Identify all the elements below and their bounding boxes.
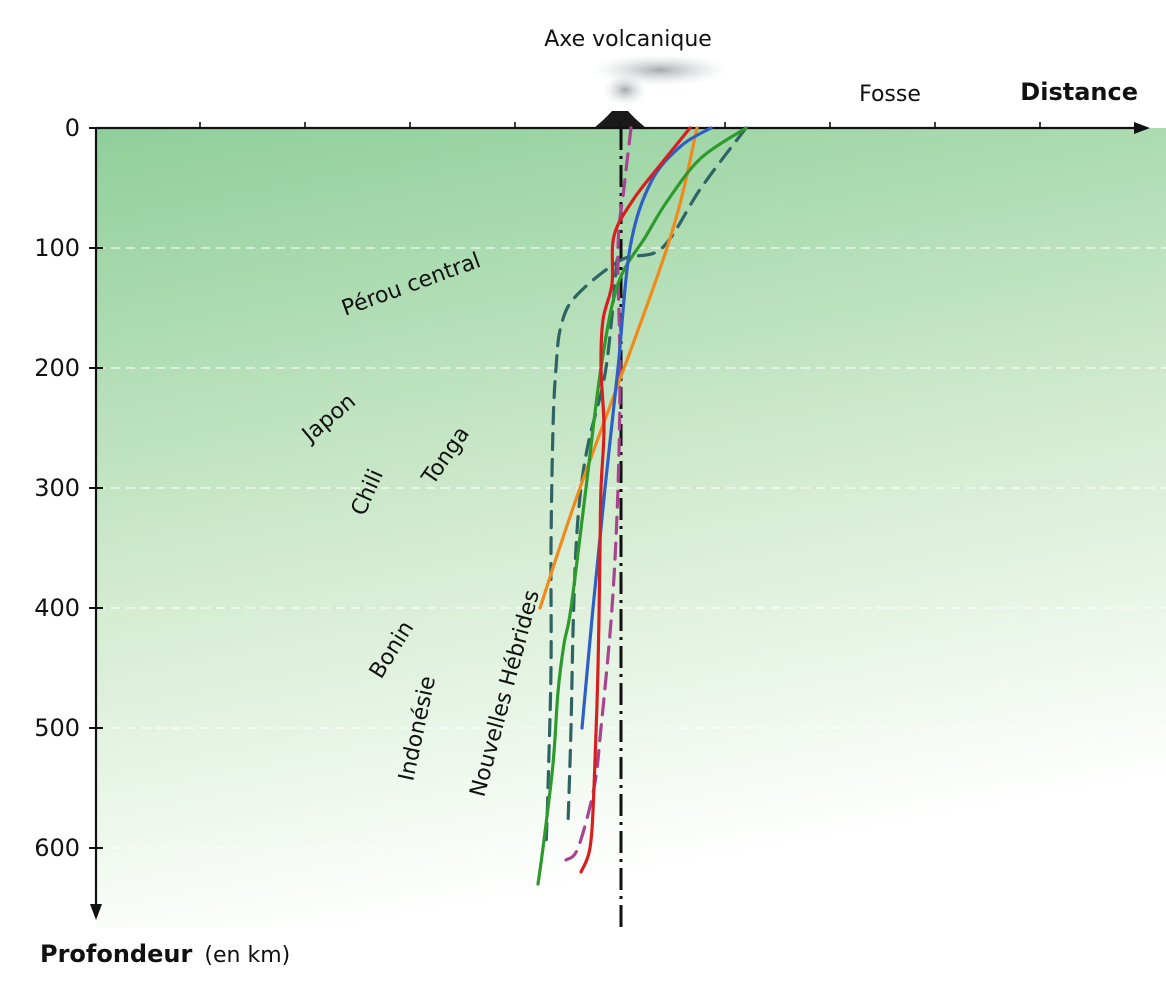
y-axis-ticks: 0 100 200 300 400 500 600 bbox=[34, 114, 103, 862]
x-axis-arrow bbox=[1134, 122, 1150, 134]
y-tick-label: 0 bbox=[65, 114, 80, 142]
y-tick-label: 300 bbox=[34, 474, 80, 502]
series-line-tonga bbox=[536, 126, 748, 886]
y-tick-label: 500 bbox=[34, 714, 80, 742]
y-axis-unit: (en km) bbox=[204, 943, 290, 968]
y-tick-label: 400 bbox=[34, 594, 80, 622]
series-line-nouvelles-hebrides bbox=[564, 126, 633, 862]
trench-annotation: Fosse bbox=[859, 82, 921, 107]
series-line-perou-central bbox=[544, 126, 748, 850]
y-tick-label: 100 bbox=[34, 234, 80, 262]
x-axis-ticks bbox=[199, 122, 1041, 128]
plot-background bbox=[96, 128, 1166, 928]
series-line-indonesie bbox=[579, 126, 692, 874]
y-axis-arrow bbox=[90, 904, 102, 920]
series-line-japon bbox=[538, 126, 699, 610]
volcanic-axis-annotation: Axe volcanique bbox=[544, 27, 712, 52]
grid-lines bbox=[96, 247, 1166, 849]
y-axis-title: Profondeur (en km) bbox=[40, 940, 290, 968]
y-axis-label: Profondeur bbox=[40, 940, 192, 968]
volcano-icon bbox=[590, 54, 730, 128]
y-tick-label: 200 bbox=[34, 354, 80, 382]
y-tick-label: 600 bbox=[34, 834, 80, 862]
series-line-chili bbox=[566, 258, 619, 826]
series-line-bonin bbox=[580, 126, 713, 730]
x-axis-label: Distance bbox=[1020, 78, 1138, 106]
series-layer bbox=[536, 126, 748, 886]
